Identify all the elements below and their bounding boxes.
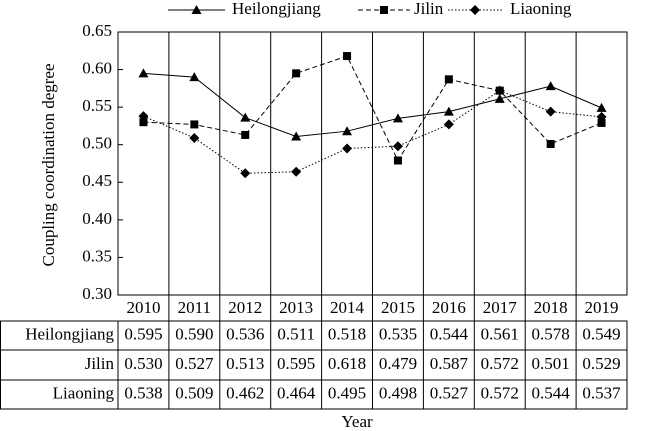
x-tick-label: 2012 <box>228 298 262 317</box>
x-tick-label: 2014 <box>330 298 365 317</box>
marker <box>443 106 454 116</box>
table-cell: 0.618 <box>328 354 366 373</box>
x-tick-label: 2019 <box>585 298 619 317</box>
marker <box>494 85 505 96</box>
table-cell: 0.464 <box>277 383 316 402</box>
marker <box>342 126 353 136</box>
table-cell: 0.530 <box>124 354 162 373</box>
x-axis-label: Year <box>341 412 373 431</box>
marker <box>291 131 302 141</box>
table-cell: 0.511 <box>277 324 315 343</box>
table-cell: 0.538 <box>124 383 162 402</box>
table-cell: 0.537 <box>582 383 621 402</box>
table-cell: 0.549 <box>582 324 620 343</box>
marker <box>546 139 555 148</box>
table-cell: 0.509 <box>175 383 213 402</box>
marker <box>240 168 251 179</box>
marker <box>291 166 302 177</box>
row-label: Jilin <box>85 354 115 373</box>
table-cell: 0.544 <box>532 383 571 402</box>
table-cell: 0.544 <box>430 324 469 343</box>
x-tick-label: 2016 <box>432 298 466 317</box>
table-cell: 0.595 <box>277 354 315 373</box>
marker <box>189 132 200 143</box>
x-tick-label: 2015 <box>381 298 415 317</box>
marker <box>241 130 250 139</box>
table-cell: 0.498 <box>379 383 417 402</box>
y-axis-label: Coupling coordination degree <box>39 63 58 266</box>
y-tick-label: 0.50 <box>82 134 112 153</box>
table-cell: 0.527 <box>175 354 214 373</box>
marker <box>139 118 148 127</box>
marker <box>342 143 353 154</box>
marker <box>545 81 556 91</box>
marker <box>189 72 200 82</box>
marker <box>444 75 453 84</box>
table-cell: 0.479 <box>379 354 417 373</box>
series-line <box>143 55 602 162</box>
legend-marker <box>380 6 388 14</box>
table-cell: 0.578 <box>532 324 570 343</box>
marker <box>393 156 402 165</box>
marker <box>138 111 149 122</box>
y-tick-label: 0.55 <box>82 96 112 115</box>
marker <box>597 118 606 127</box>
legend-marker <box>470 5 480 15</box>
y-tick-label: 0.45 <box>82 171 112 190</box>
marker <box>190 120 199 129</box>
legend-label: Jilin <box>414 0 444 18</box>
table-cell: 0.527 <box>430 383 469 402</box>
table-cell: 0.536 <box>226 324 264 343</box>
marker <box>343 52 352 61</box>
table-cell: 0.513 <box>226 354 264 373</box>
marker <box>138 68 149 78</box>
marker <box>240 112 251 122</box>
y-tick-label: 0.60 <box>82 58 112 77</box>
marker <box>545 106 556 117</box>
y-tick-label: 0.30 <box>82 284 112 303</box>
table-cell: 0.501 <box>532 354 570 373</box>
legend-label: Heilongjiang <box>232 0 321 18</box>
table-cell: 0.462 <box>226 383 264 402</box>
x-tick-label: 2018 <box>534 298 568 317</box>
marker <box>392 141 403 152</box>
marker <box>292 69 301 78</box>
marker <box>596 111 607 122</box>
table-cell: 0.529 <box>582 354 620 373</box>
table-cell: 0.518 <box>328 324 366 343</box>
series-line <box>143 72 602 137</box>
x-tick-label: 2017 <box>483 298 518 317</box>
table-cell: 0.495 <box>328 383 366 402</box>
table-cell: 0.572 <box>481 383 519 402</box>
row-label: Heilongjiang <box>25 324 114 343</box>
marker <box>443 119 454 130</box>
marker <box>596 102 607 112</box>
series-line <box>143 90 602 174</box>
marker <box>392 113 403 123</box>
y-tick-label: 0.40 <box>82 209 112 228</box>
y-tick-label: 0.65 <box>82 21 112 40</box>
table-cell: 0.587 <box>430 354 469 373</box>
legend-marker <box>191 5 202 14</box>
table-cell: 0.590 <box>175 324 213 343</box>
table-cell: 0.561 <box>481 324 519 343</box>
x-tick-label: 2013 <box>279 298 313 317</box>
y-tick-label: 0.35 <box>82 246 112 265</box>
table-cell: 0.595 <box>124 324 162 343</box>
legend-label: Liaoning <box>510 0 572 18</box>
x-tick-label: 2011 <box>178 298 211 317</box>
marker <box>494 93 505 103</box>
table-cell: 0.572 <box>481 354 519 373</box>
x-tick-label: 2010 <box>126 298 160 317</box>
row-label: Liaoning <box>53 383 115 402</box>
table-cell: 0.535 <box>379 324 417 343</box>
